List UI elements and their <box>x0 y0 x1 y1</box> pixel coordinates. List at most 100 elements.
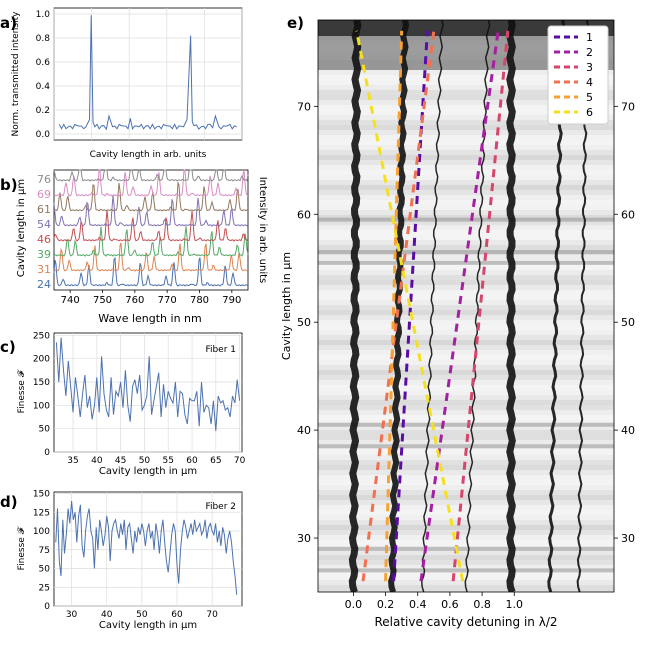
panel-d-ytick-label: 125 <box>33 508 50 518</box>
panel-e-texture-band <box>318 245 614 250</box>
legend-label: 3 <box>586 61 593 74</box>
panel-e-texture-band <box>318 495 614 500</box>
panel-b-xlabel: Wave length in nm <box>98 312 201 325</box>
panel-e-texture-band <box>318 425 614 430</box>
panel-e-texture-band <box>318 95 614 100</box>
panel-e-ytick-label: 30 <box>297 532 311 545</box>
panel-c-ytick-label: 250 <box>33 331 50 341</box>
legend: 1 2 3 4 5 6 <box>547 25 609 125</box>
panel-e-xtick-label: 0.6 <box>441 598 459 611</box>
panel-e-texture-band <box>318 130 614 135</box>
panel-c-ytick-label: 50 <box>39 425 51 435</box>
panel-e-glitch-line <box>318 250 614 255</box>
panel-e-texture-band <box>318 345 614 350</box>
panel-d-series-line <box>55 500 238 595</box>
panel-e-texture-band <box>318 500 614 505</box>
panel-e-texture-band <box>318 265 614 270</box>
panel-c-xtick-label: 65 <box>210 456 221 466</box>
panel-e-texture-band <box>318 515 614 520</box>
panel-e-texture-band <box>318 455 614 460</box>
legend-label: 4 <box>586 76 593 89</box>
panel-b-row-label: 24 <box>37 278 51 291</box>
panel-e-texture-band <box>318 550 614 555</box>
panel-e-tag: e) <box>287 14 304 32</box>
panel-e-mode-line <box>392 30 429 582</box>
panel-b-ylabel: Cavity length in μm <box>16 179 27 277</box>
panel-b-row-label: 54 <box>37 218 51 231</box>
panel-e-texture-band <box>318 165 614 170</box>
panel-e-xtick-label: 0.8 <box>473 598 491 611</box>
panel-b-xtick-label: 750 <box>93 295 112 306</box>
panel-b-spectrum-line <box>53 195 249 227</box>
panel-c-ytick-label: 0 <box>44 448 50 458</box>
panel-d-ytick-label: 50 <box>39 565 51 575</box>
panel-e-glitch-line <box>318 546 614 551</box>
panel-b: 24 31 39 46 54 61 69 76 740 750 760 770 780 790 Cavi… <box>16 169 268 325</box>
panel-e-mode-line <box>419 30 500 582</box>
panel-e-texture-band <box>318 195 614 200</box>
panel-e-texture-band <box>318 270 614 275</box>
panel-e-texture-band <box>318 230 614 235</box>
panel-e-texture-band <box>318 490 614 495</box>
panel-e-texture-band <box>318 370 614 375</box>
legend-label: 2 <box>586 46 593 59</box>
panel-d-tag: d) <box>0 493 18 511</box>
panel-e-resonance-trace <box>348 20 362 592</box>
panel-e-mode-line <box>361 30 436 582</box>
panel-e-texture-band <box>318 400 614 405</box>
panel-e-texture-band <box>318 440 614 445</box>
panel-b-xtick-label: 770 <box>158 295 177 306</box>
panel-e-ytick-label-right: 50 <box>621 316 635 329</box>
panel-e-xtick-label: 0.0 <box>345 598 363 611</box>
panel-b-spectrum-line <box>53 242 249 272</box>
panel-c-xtick-label: 40 <box>91 456 103 466</box>
panel-e-texture-band <box>318 160 614 165</box>
panel-e-texture-band <box>318 505 614 510</box>
panel-e-ytick-label-right: 30 <box>621 532 635 545</box>
panel-c-annotation: Fiber 1 <box>205 345 236 355</box>
panel-b-row-label: 39 <box>37 248 51 261</box>
panel-e-ylabel: Cavity length in μm <box>280 252 293 360</box>
panel-e-texture-band <box>318 465 614 470</box>
panel-b-spectrum-line <box>53 210 249 242</box>
panel-a-xlabel: Cavity length in arb. units <box>90 150 207 160</box>
panel-b-spectrum-line <box>53 226 249 257</box>
panel-e-texture-band <box>318 530 614 535</box>
panel-d-ytick-label: 0 <box>44 602 50 612</box>
panel-b-ylabel-right: Intensity in arb. units <box>257 177 268 284</box>
panel-e-texture-band <box>318 525 614 530</box>
panel-e-glitch-line <box>318 568 614 573</box>
panel-e-texture-band <box>318 280 614 285</box>
panel-a-ytick-label: 0.2 <box>36 106 50 116</box>
panel-e-texture-band <box>318 120 614 125</box>
panel-e-xtick-label: 0.2 <box>377 598 395 611</box>
panel-e-texture-band <box>318 110 614 115</box>
panel-b-spectrum-line <box>53 169 249 182</box>
panel-e-resonance-trace <box>421 20 444 592</box>
panel-e-texture-band <box>318 475 614 480</box>
panel-b-spectrum-line <box>53 256 249 287</box>
panel-e-texture-band <box>318 395 614 400</box>
panel-e-texture-band <box>318 510 614 515</box>
panel-e-glitch-line <box>318 422 614 427</box>
panel-e-texture-band <box>318 275 614 280</box>
panel-e-texture-band <box>318 190 614 195</box>
panel-e-texture-band <box>318 535 614 540</box>
panel-e-texture-band <box>318 480 614 485</box>
panel-b-xtick-label: 790 <box>222 295 241 306</box>
panel-e-texture-band <box>318 125 614 130</box>
panel-c-xtick-label: 60 <box>186 456 198 466</box>
panel-c-ytick-label: 200 <box>33 355 50 365</box>
panel-e-texture-band <box>318 540 614 545</box>
panel-e-texture-band <box>318 365 614 370</box>
panel-c-xtick-label: 45 <box>115 456 126 466</box>
panel-d-ytick-label: 100 <box>33 527 50 537</box>
panel-e-texture-band <box>318 320 614 325</box>
panel-e-texture-band <box>318 115 614 120</box>
panel-e-ytick-label-right: 60 <box>621 208 635 221</box>
panel-a-ytick-label: 0.0 <box>36 130 51 140</box>
panel-c-ylabel: Finesse 𝓕 <box>17 368 27 413</box>
panel-e-texture-band <box>318 100 614 105</box>
panel-e-texture-band <box>318 350 614 355</box>
